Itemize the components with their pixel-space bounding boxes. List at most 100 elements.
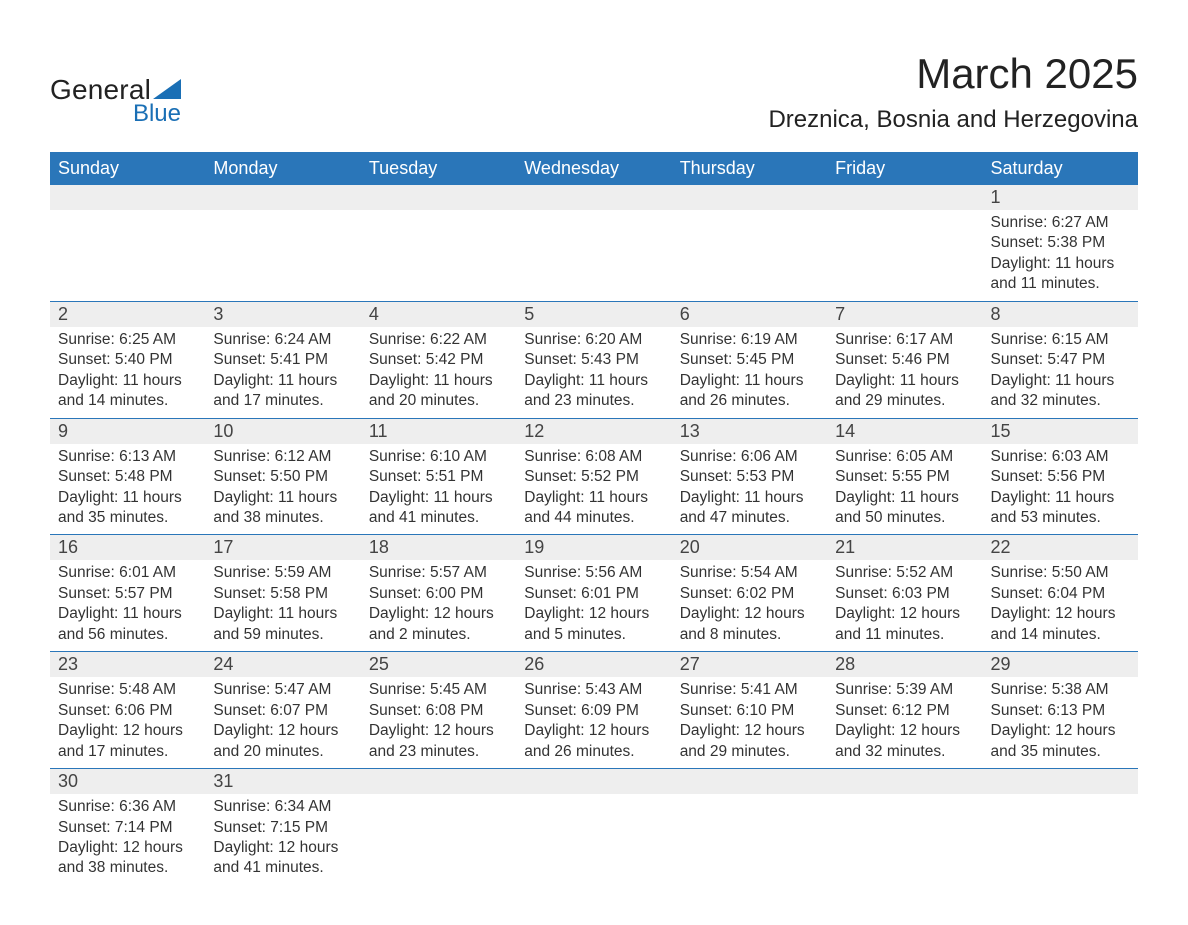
day-detail-cell: Sunrise: 6:10 AMSunset: 5:51 PMDaylight:…: [361, 444, 516, 535]
sunrise-text: Sunrise: 6:05 AM: [835, 447, 974, 467]
sunrise-text: Sunrise: 5:41 AM: [680, 680, 819, 700]
day-number-cell: [827, 769, 982, 795]
daylight-text-line1: Daylight: 11 hours: [58, 604, 197, 624]
weekday-header: Tuesday: [361, 152, 516, 185]
day-number-row: 1: [50, 185, 1138, 210]
sunset-text: Sunset: 5:58 PM: [213, 584, 352, 604]
day-detail-cell: Sunrise: 6:25 AMSunset: 5:40 PMDaylight:…: [50, 327, 205, 418]
day-detail-cell: Sunrise: 5:52 AMSunset: 6:03 PMDaylight:…: [827, 560, 982, 651]
day-number-cell: 30: [50, 769, 205, 795]
day-detail-cell: [516, 794, 671, 885]
daylight-text-line2: and 59 minutes.: [213, 625, 352, 645]
day-number-cell: [672, 185, 827, 210]
day-detail-cell: Sunrise: 5:38 AMSunset: 6:13 PMDaylight:…: [983, 677, 1138, 768]
weekday-header: Monday: [205, 152, 360, 185]
daylight-text-line1: Daylight: 11 hours: [680, 371, 819, 391]
daylight-text-line2: and 11 minutes.: [991, 274, 1130, 294]
location-subtitle: Dreznica, Bosnia and Herzegovina: [768, 106, 1138, 134]
day-detail-cell: Sunrise: 6:12 AMSunset: 5:50 PMDaylight:…: [205, 444, 360, 535]
day-detail-cell: Sunrise: 6:24 AMSunset: 5:41 PMDaylight:…: [205, 327, 360, 418]
day-number-cell: 15: [983, 418, 1138, 444]
daylight-text-line2: and 38 minutes.: [213, 508, 352, 528]
daylight-text-line2: and 23 minutes.: [524, 391, 663, 411]
daylight-text-line2: and 8 minutes.: [680, 625, 819, 645]
daylight-text-line2: and 53 minutes.: [991, 508, 1130, 528]
day-detail-cell: [205, 210, 360, 301]
day-number-cell: [672, 769, 827, 795]
sunrise-text: Sunrise: 5:48 AM: [58, 680, 197, 700]
day-number-cell: 10: [205, 418, 360, 444]
logo-text-blue: Blue: [133, 102, 181, 126]
day-number-cell: 23: [50, 652, 205, 678]
daylight-text-line2: and 35 minutes.: [58, 508, 197, 528]
sunrise-text: Sunrise: 6:20 AM: [524, 330, 663, 350]
sunset-text: Sunset: 6:09 PM: [524, 701, 663, 721]
day-detail-cell: [827, 210, 982, 301]
sunrise-text: Sunrise: 6:12 AM: [213, 447, 352, 467]
daylight-text-line1: Daylight: 11 hours: [369, 488, 508, 508]
sunset-text: Sunset: 6:01 PM: [524, 584, 663, 604]
day-number-cell: 21: [827, 535, 982, 561]
sunset-text: Sunset: 5:43 PM: [524, 350, 663, 370]
sunrise-text: Sunrise: 6:08 AM: [524, 447, 663, 467]
daylight-text-line1: Daylight: 11 hours: [991, 488, 1130, 508]
sunset-text: Sunset: 5:45 PM: [680, 350, 819, 370]
sunset-text: Sunset: 6:08 PM: [369, 701, 508, 721]
sunrise-text: Sunrise: 6:10 AM: [369, 447, 508, 467]
sunrise-text: Sunrise: 5:57 AM: [369, 563, 508, 583]
sunset-text: Sunset: 5:52 PM: [524, 467, 663, 487]
day-number-cell: 16: [50, 535, 205, 561]
daylight-text-line2: and 35 minutes.: [991, 742, 1130, 762]
day-number-row: 23242526272829: [50, 652, 1138, 678]
day-number-cell: [205, 185, 360, 210]
sunset-text: Sunset: 5:53 PM: [680, 467, 819, 487]
day-detail-cell: [672, 210, 827, 301]
day-number-cell: 6: [672, 301, 827, 327]
day-detail-cell: Sunrise: 6:34 AMSunset: 7:15 PMDaylight:…: [205, 794, 360, 885]
daylight-text-line1: Daylight: 11 hours: [680, 488, 819, 508]
day-detail-cell: Sunrise: 5:47 AMSunset: 6:07 PMDaylight:…: [205, 677, 360, 768]
daylight-text-line1: Daylight: 12 hours: [835, 721, 974, 741]
sunset-text: Sunset: 5:51 PM: [369, 467, 508, 487]
sunset-text: Sunset: 5:40 PM: [58, 350, 197, 370]
day-detail-cell: Sunrise: 6:13 AMSunset: 5:48 PMDaylight:…: [50, 444, 205, 535]
day-number-cell: 11: [361, 418, 516, 444]
daylight-text-line1: Daylight: 11 hours: [835, 488, 974, 508]
daylight-text-line1: Daylight: 11 hours: [991, 254, 1130, 274]
day-detail-cell: Sunrise: 6:08 AMSunset: 5:52 PMDaylight:…: [516, 444, 671, 535]
sunset-text: Sunset: 7:15 PM: [213, 818, 352, 838]
day-number-cell: 4: [361, 301, 516, 327]
calendar-table: Sunday Monday Tuesday Wednesday Thursday…: [50, 152, 1138, 885]
logo: General Blue: [50, 50, 181, 126]
daylight-text-line1: Daylight: 12 hours: [369, 604, 508, 624]
day-number-cell: 12: [516, 418, 671, 444]
day-detail-cell: Sunrise: 6:36 AMSunset: 7:14 PMDaylight:…: [50, 794, 205, 885]
daylight-text-line2: and 50 minutes.: [835, 508, 974, 528]
sunrise-text: Sunrise: 5:56 AM: [524, 563, 663, 583]
daylight-text-line2: and 14 minutes.: [991, 625, 1130, 645]
day-detail-row: Sunrise: 6:13 AMSunset: 5:48 PMDaylight:…: [50, 444, 1138, 535]
sunset-text: Sunset: 6:00 PM: [369, 584, 508, 604]
daylight-text-line1: Daylight: 11 hours: [991, 371, 1130, 391]
sunset-text: Sunset: 5:55 PM: [835, 467, 974, 487]
daylight-text-line2: and 32 minutes.: [991, 391, 1130, 411]
sunrise-text: Sunrise: 6:36 AM: [58, 797, 197, 817]
day-detail-cell: Sunrise: 5:48 AMSunset: 6:06 PMDaylight:…: [50, 677, 205, 768]
sunrise-text: Sunrise: 6:25 AM: [58, 330, 197, 350]
day-number-cell: [361, 769, 516, 795]
day-detail-cell: Sunrise: 6:17 AMSunset: 5:46 PMDaylight:…: [827, 327, 982, 418]
sunset-text: Sunset: 7:14 PM: [58, 818, 197, 838]
sunset-text: Sunset: 5:41 PM: [213, 350, 352, 370]
day-detail-cell: Sunrise: 5:39 AMSunset: 6:12 PMDaylight:…: [827, 677, 982, 768]
sunset-text: Sunset: 5:38 PM: [991, 233, 1130, 253]
daylight-text-line2: and 11 minutes.: [835, 625, 974, 645]
daylight-text-line1: Daylight: 11 hours: [213, 604, 352, 624]
day-detail-cell: Sunrise: 5:43 AMSunset: 6:09 PMDaylight:…: [516, 677, 671, 768]
sunset-text: Sunset: 6:13 PM: [991, 701, 1130, 721]
day-number-cell: 18: [361, 535, 516, 561]
daylight-text-line1: Daylight: 12 hours: [524, 604, 663, 624]
day-detail-cell: Sunrise: 5:57 AMSunset: 6:00 PMDaylight:…: [361, 560, 516, 651]
daylight-text-line1: Daylight: 12 hours: [213, 838, 352, 858]
day-detail-cell: [361, 794, 516, 885]
daylight-text-line1: Daylight: 12 hours: [991, 604, 1130, 624]
